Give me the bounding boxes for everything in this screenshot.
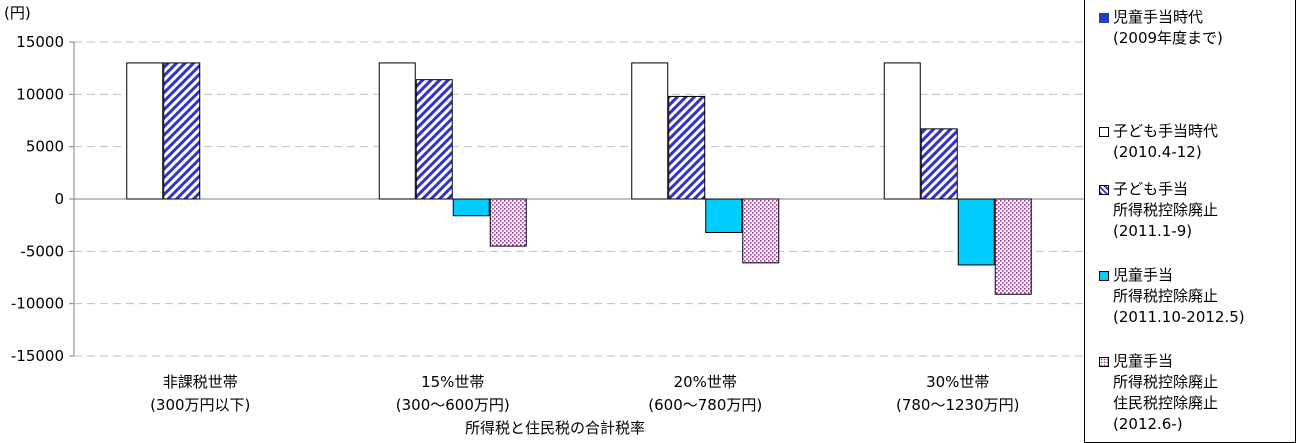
bar (742, 198, 780, 264)
bar (126, 62, 164, 200)
legend-swatch (1099, 357, 1109, 367)
legend-label: 所得税控除廃止 (1113, 287, 1219, 305)
x-category-label: 15%世帯 (421, 373, 484, 391)
legend-label: 児童手当 (1099, 351, 1218, 372)
bar (631, 62, 669, 200)
x-category-label: 30%世帯 (926, 373, 989, 391)
legend-item: 児童手当 所得税控除廃止 住民税控除廃止 (2012.6-) (1099, 351, 1218, 435)
bar (957, 198, 995, 266)
legend-item: 児童手当時代 (2009年度まで) (1099, 7, 1223, 49)
legend-label: (2012.6-) (1113, 415, 1183, 433)
bar (920, 128, 958, 200)
y-axis-unit: (円) (4, 4, 31, 22)
legend-swatch (1099, 185, 1109, 195)
x-category-label: 非課税世帯 (163, 373, 238, 391)
legend-swatch (1099, 13, 1109, 23)
legend-label: 所得税控除廃止 (1113, 373, 1219, 391)
legend-label: 子ども手当時代 (1099, 121, 1218, 142)
legend-item: 子ども手当時代 (2010.4-12) (1099, 121, 1218, 163)
legend-label: 所得税控除廃止 (1113, 201, 1219, 219)
y-tick-label: 10000 (16, 85, 64, 103)
legend-label: (2011.1-9) (1113, 222, 1193, 240)
bar (415, 79, 453, 200)
bar (668, 95, 706, 200)
bar (378, 62, 416, 200)
y-tick-label: -5000 (20, 242, 64, 260)
bar (705, 198, 743, 233)
legend: 児童手当時代 (2009年度まで) 子ども手当時代 (2010.4-12) 子ども手当所… (1084, 0, 1296, 443)
legend-item: 子ども手当 所得税控除廃止 (2011.1-9) (1099, 179, 1218, 242)
x-category-sublabel: (300〜600万円) (396, 396, 510, 414)
bar (994, 198, 1032, 295)
legend-label: 子ども手当 (1099, 179, 1218, 200)
x-axis-label: 所得税と住民税の合計税率 (465, 419, 645, 437)
bar (452, 198, 490, 217)
bar (489, 198, 527, 247)
legend-label: (2009年度まで) (1113, 29, 1223, 47)
legend-label: 住民税控除廃止 (1113, 394, 1219, 412)
y-tick-label: -10000 (11, 295, 64, 313)
x-category-label: 20%世帯 (674, 373, 737, 391)
y-tick-label: 0 (54, 190, 64, 208)
legend-label: 児童手当 (1099, 265, 1245, 286)
legend-swatch (1099, 271, 1109, 281)
y-tick-label: 15000 (16, 33, 64, 51)
bar (163, 62, 201, 200)
bar-chart: (円) 15000 10000 5000 0 -5000 -10000 -15000 非課税… (4, 4, 1084, 437)
x-category-sublabel: (780〜1230万円) (896, 396, 1020, 414)
legend-label: 児童手当時代 (1099, 7, 1223, 28)
y-tick-label: -15000 (11, 347, 64, 365)
legend-item: 児童手当 所得税控除廃止 (2011.10-2012.5) (1099, 265, 1245, 328)
x-category-sublabel: (600〜780万円) (648, 396, 762, 414)
x-category-sublabel: (300万円以下) (150, 396, 250, 414)
bar (883, 62, 921, 200)
legend-label: (2010.4-12) (1113, 143, 1202, 161)
legend-label: (2011.10-2012.5) (1113, 308, 1245, 326)
legend-swatch (1099, 127, 1109, 137)
y-tick-label: 5000 (26, 138, 64, 156)
